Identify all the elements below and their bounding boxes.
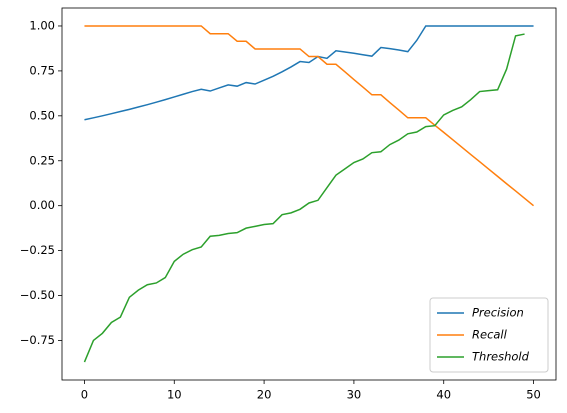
y-tick-label: −0.75: [20, 333, 55, 347]
series-line: [83, 33, 525, 363]
x-tick-label: 40: [436, 388, 451, 402]
x-tick-label: 20: [257, 388, 272, 402]
y-tick-label: 1.00: [29, 18, 55, 32]
x-tick-label: 10: [167, 388, 182, 402]
series-line: [84, 25, 534, 121]
legend-box: [429, 297, 549, 373]
x-tick-label: 50: [526, 388, 541, 402]
x-tick-label: 30: [347, 388, 362, 402]
x-tick-label: 0: [81, 388, 88, 402]
legend-label: Precision: [472, 306, 524, 320]
legend-label: Threshold: [472, 350, 530, 364]
y-tick-label: 0.50: [29, 108, 55, 122]
y-tick-label: −0.50: [20, 288, 55, 302]
plot-frame: [61, 7, 557, 381]
y-tick-label: 0.75: [29, 63, 55, 77]
y-tick-label: −0.25: [20, 243, 55, 257]
legend-label: Recall: [472, 328, 508, 342]
series-line: [84, 25, 535, 207]
y-tick-label: 0.25: [29, 153, 55, 167]
y-tick-label: 0.00: [29, 198, 55, 212]
